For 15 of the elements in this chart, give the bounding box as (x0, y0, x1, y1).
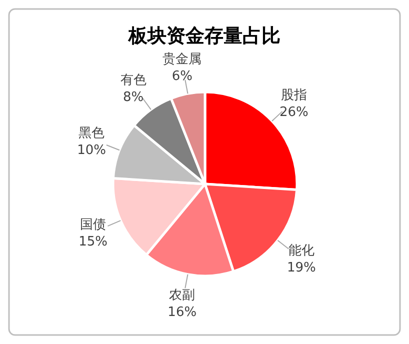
data-label: 6% (172, 69, 192, 84)
data-label: 19% (286, 260, 316, 276)
data-label: 16% (168, 304, 197, 320)
data-label: 8% (122, 90, 144, 105)
slice-label: 有色 (120, 72, 146, 88)
chart-title: 板块资金存量占比 (128, 25, 280, 47)
data-label: 10% (77, 142, 106, 158)
data-label: 26% (279, 104, 308, 120)
data-label: 15% (78, 234, 108, 250)
slice-label: 能化 (288, 244, 314, 259)
slice-label: 黑色 (78, 126, 105, 141)
slice-label: 贵金属 (162, 52, 202, 68)
slice-label: 股指 (280, 88, 307, 103)
slice-label: 农副 (169, 288, 196, 303)
slice-label: 国债 (80, 218, 106, 233)
